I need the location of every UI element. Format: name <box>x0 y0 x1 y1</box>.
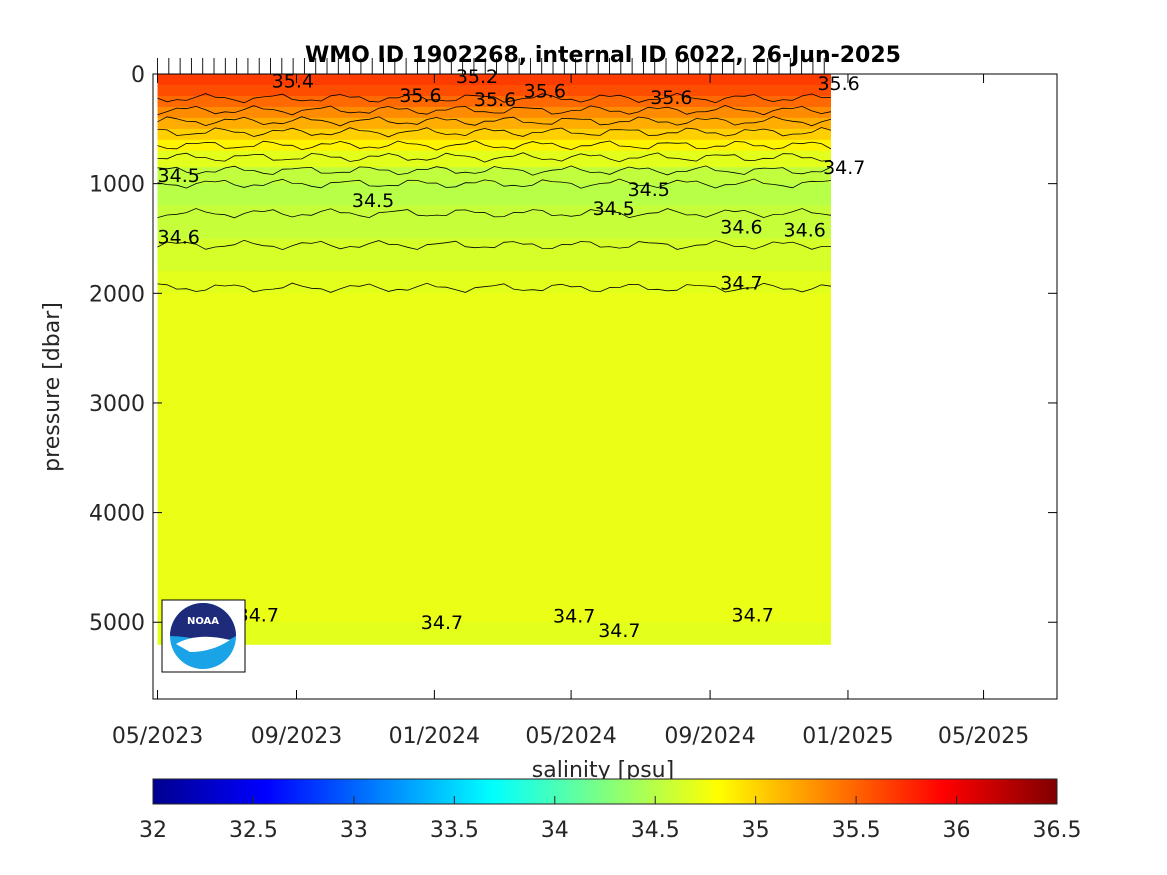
profile-markers <box>157 58 825 74</box>
x-tick-label: 01/2024 <box>389 724 480 749</box>
colorbar-tick-label: 34 <box>541 818 569 843</box>
colorbar-tick-label: 35 <box>742 818 770 843</box>
contour-label: 35.6 <box>474 89 516 111</box>
salinity-band <box>157 95 831 108</box>
contour-label: 35.6 <box>650 87 692 109</box>
contour-line <box>157 178 832 189</box>
contour-label: 34.5 <box>628 179 670 201</box>
contour-line <box>157 127 832 138</box>
salinity-band <box>157 139 831 152</box>
salinity-band <box>157 271 831 294</box>
noaa-logo: NOAA <box>161 599 246 673</box>
x-tick-label: 01/2025 <box>802 724 893 749</box>
salinity-band <box>157 238 831 272</box>
y-tick-label: 0 <box>131 63 145 88</box>
contour-label: 34.5 <box>352 190 394 212</box>
contour-line <box>157 140 832 151</box>
contour-label: 34.7 <box>553 606 595 628</box>
colorbar <box>152 778 1058 805</box>
contour-line <box>157 116 832 127</box>
salinity-band <box>157 150 831 168</box>
x-tick-label: 05/2024 <box>525 724 616 749</box>
y-tick-label: 1000 <box>89 173 145 198</box>
contour-label: 35.6 <box>524 80 566 102</box>
salinity-band <box>157 117 831 130</box>
contour-label: 34.5 <box>158 165 200 187</box>
colorbar-tick-label: 33 <box>340 818 368 843</box>
salinity-band <box>157 128 831 141</box>
contour-label: 34.6 <box>720 216 762 238</box>
contour-label: 35.6 <box>817 73 859 95</box>
salinity-band <box>157 84 831 97</box>
noaa-logo-text: NOAA <box>187 616 219 627</box>
contour-label: 34.7 <box>732 605 774 627</box>
y-tick-label: 2000 <box>89 282 145 307</box>
contour-label: 34.7 <box>421 612 463 634</box>
contour-line <box>157 208 832 219</box>
x-tick-label: 09/2024 <box>664 724 755 749</box>
contour-line <box>157 239 832 251</box>
colorbar-axis: 32 32.5 33 33.5 34 34.5 35 35.5 36 36.5 <box>139 796 1081 843</box>
x-tick-label: 09/2023 <box>251 724 342 749</box>
y-tick-label: 4000 <box>89 502 145 527</box>
salinity-band <box>157 293 831 623</box>
salinity-band <box>157 183 831 207</box>
colorbar-tick-label: 32.5 <box>229 818 278 843</box>
salinity-band <box>157 622 831 645</box>
y-tick-label: 5000 <box>89 611 145 636</box>
contour-label: 34.6 <box>158 226 200 248</box>
y-axis-label: pressure [dbar] <box>40 302 65 472</box>
colorbar-tick-label: 34.5 <box>631 818 680 843</box>
colorbar-tick-label: 32 <box>139 818 167 843</box>
contour-line <box>157 92 832 104</box>
contour-label: 34.7 <box>823 157 865 179</box>
contour-line <box>157 282 832 293</box>
salinity-band <box>157 205 831 240</box>
salinity-band <box>157 167 831 185</box>
contour-label: 35.6 <box>399 85 441 107</box>
plot-frame <box>152 73 1058 700</box>
contour-line <box>157 104 832 116</box>
contour-label: 34.6 <box>784 220 826 242</box>
contour-label: 34.7 <box>598 620 640 642</box>
x-tick-label: 05/2023 <box>112 724 203 749</box>
contour-label: 34.7 <box>720 272 762 294</box>
colorbar-tick-label: 35.5 <box>832 818 881 843</box>
colorbar-tick-label: 36 <box>943 818 971 843</box>
contour-label: 34.5 <box>593 198 635 220</box>
plot-area: 35.435.635.235.6 35.6 35.635.634.534.5 34.5… <box>157 58 865 645</box>
y-tick-label: 3000 <box>89 392 145 417</box>
x-axis: 05/2023 09/2023 01/2024 05/2024 09/2024 01/20… <box>112 74 1029 749</box>
x-tick-label: 05/2025 <box>938 724 1029 749</box>
contour-line <box>157 152 832 163</box>
contour-label: 35.2 <box>456 66 498 88</box>
contour-label: 34.7 <box>237 605 279 627</box>
y-axis: 0 1000 2000 3000 4000 5000 <box>89 63 1057 636</box>
contour-line <box>157 165 832 176</box>
salinity-band <box>157 74 831 86</box>
colorbar-tick-label: 36.5 <box>1033 818 1082 843</box>
contour-label: 35.4 <box>272 71 314 93</box>
colorbar-tick-label: 33.5 <box>430 818 479 843</box>
